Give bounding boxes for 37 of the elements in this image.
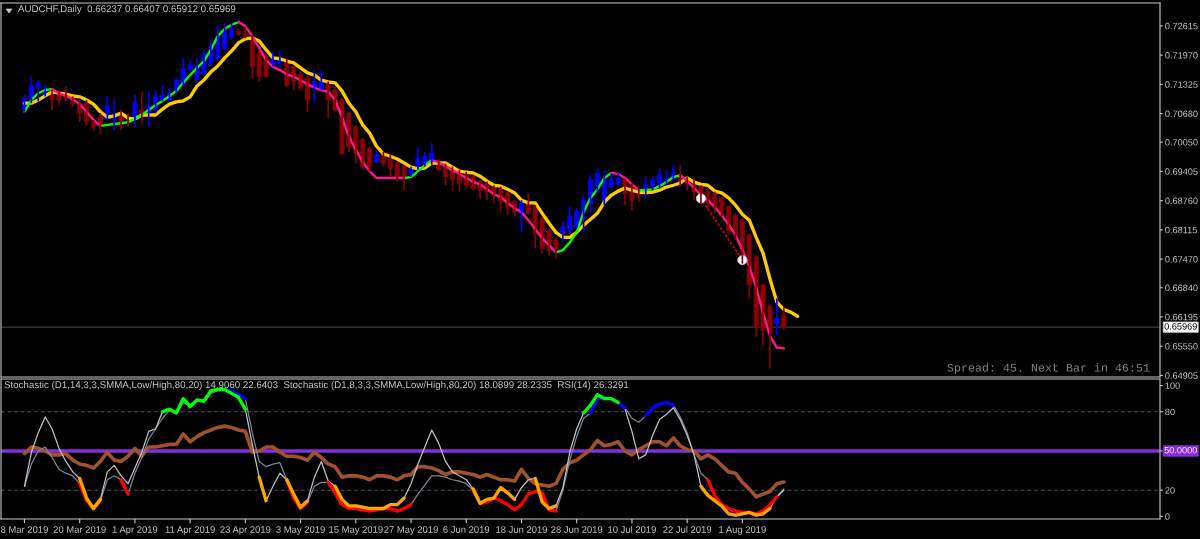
x-tick-label: 1 Apr 2019: [112, 526, 158, 535]
y-tick-label: 0.66840: [1165, 284, 1198, 292]
y-tick-label: 0.66195: [1165, 313, 1198, 321]
y-tick-label: 0.72615: [1165, 22, 1198, 30]
y-tick-label: 100: [1165, 382, 1180, 389]
chart-title: Stochastic (D1,14,3,3,SMMA,Low/High,80,20) 14.9060 22.6403 Stochastic (D1,8,3,3,SMMA,Low/High,80,20) 18.0899 28.2335 RSI(14) 26.3291: [4, 381, 629, 391]
y-tick-label: 0: [1165, 513, 1170, 520]
y-tick-label: 0.70050: [1165, 139, 1198, 146]
x-tick-label: 22 Jul 2019: [663, 525, 712, 533]
x-tick-label: 6 Jun 2019: [443, 526, 490, 533]
y-tick-label: 0.69405: [1165, 168, 1198, 175]
ref-line-label: 50.0000: [1164, 446, 1197, 454]
y-tick-label: 0.70680: [1165, 110, 1198, 118]
y-tick-label: 0.68115: [1165, 226, 1197, 234]
chart-title: AUDCHF,Daily 0.66237 0.66407 0.65912 0.65969: [18, 5, 236, 15]
y-tick-label: 0.71325: [1165, 81, 1198, 88]
x-tick-label: 15 May 2019: [329, 526, 383, 535]
x-tick-label: 20 Mar 2019: [53, 526, 106, 533]
x-tick-label: 8 Mar 2019: [0, 526, 48, 533]
x-tick-label: 10 Jul 2019: [608, 525, 656, 533]
y-tick-label: 0.64905: [1165, 372, 1198, 379]
y-tick-label: 0.67470: [1165, 256, 1198, 263]
y-tick-label: 0.68760: [1165, 197, 1198, 205]
x-tick-label: 18 Jun 2019: [496, 526, 548, 533]
annotation: Spread: 45. Next Bar in 46:51: [947, 363, 1150, 374]
y-tick-label: 0.65550: [1165, 343, 1198, 350]
y-tick-label: 20: [1165, 487, 1175, 494]
ref-line-label: 0.65969: [1164, 323, 1197, 330]
x-tick-label: 11 Apr 2019: [165, 526, 215, 535]
x-tick-label: 1 Aug 2019: [719, 526, 766, 535]
y-tick-label: 0.71970: [1165, 52, 1198, 59]
y-tick-label: 80: [1165, 408, 1175, 416]
line-series: [22, 424, 786, 499]
x-tick-label: 27 May 2019: [384, 526, 438, 535]
x-tick-label: 23 Apr 2019: [220, 526, 271, 535]
x-tick-label: 28 Jun 2019: [551, 526, 603, 533]
x-tick-label: 3 May 2019: [276, 526, 325, 535]
